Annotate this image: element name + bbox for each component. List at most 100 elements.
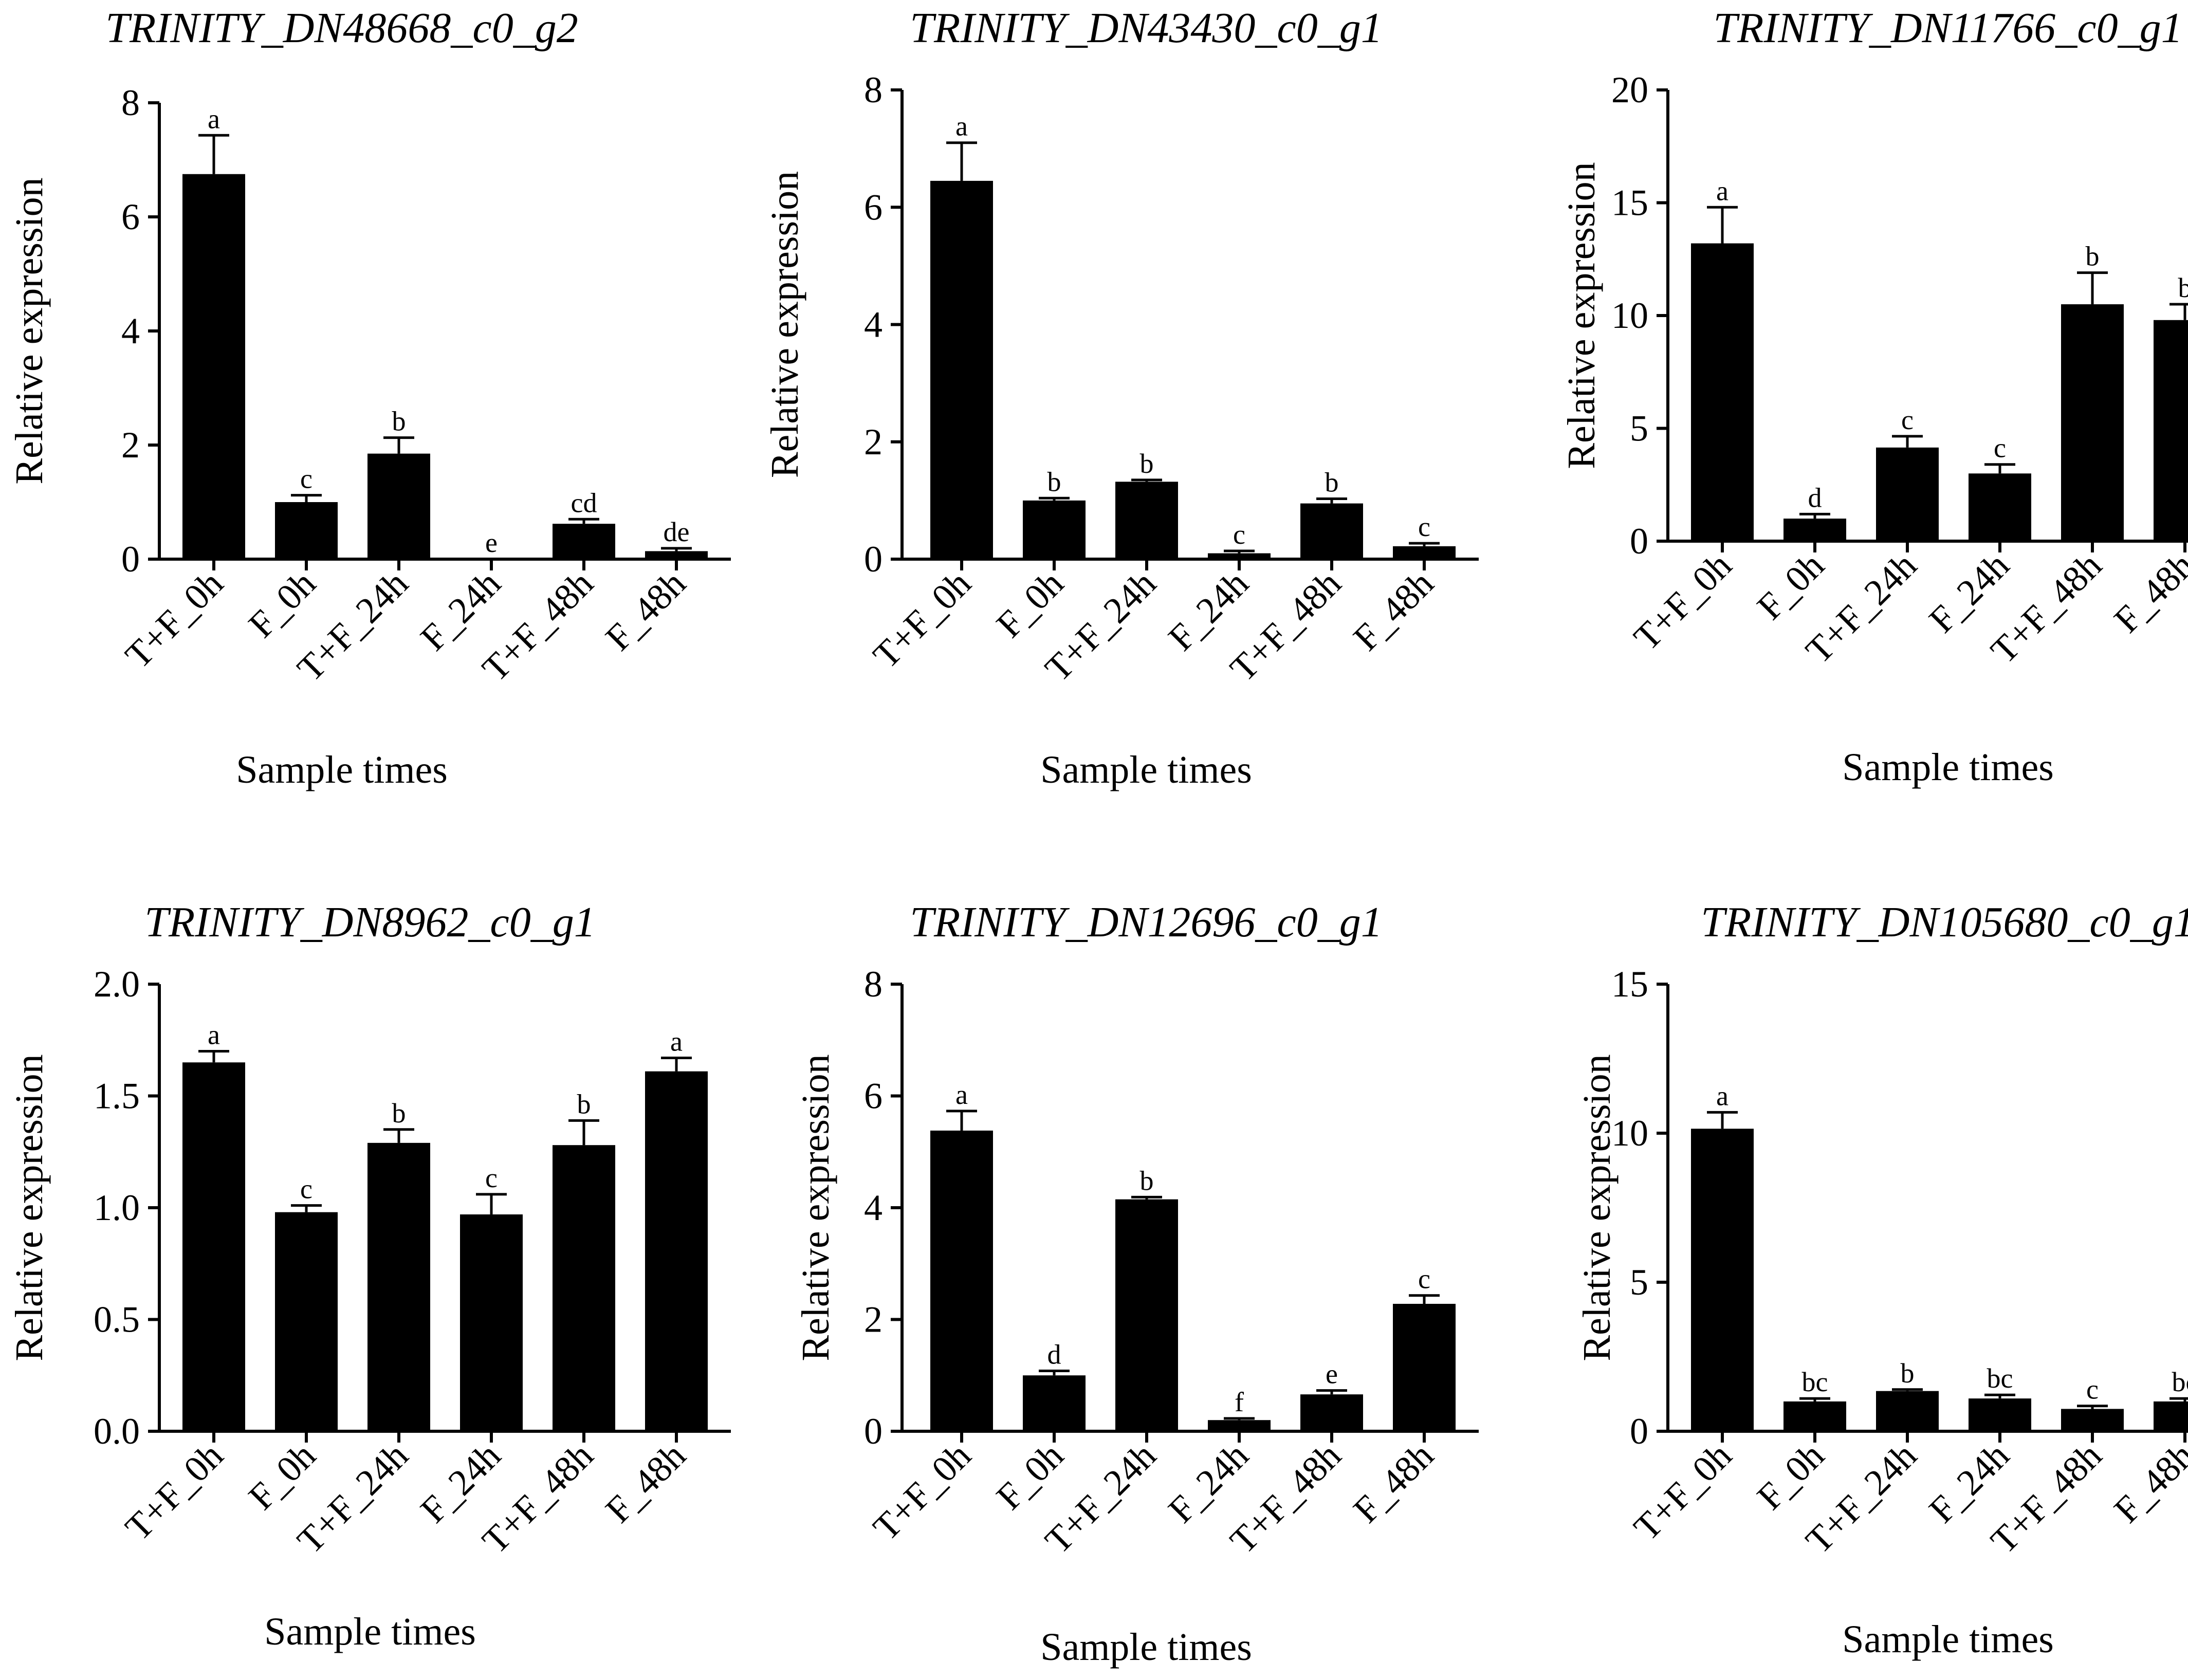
y-tick-label: 20 bbox=[1611, 69, 1648, 110]
significance-letter: b bbox=[392, 1098, 406, 1129]
y-tick-label: 6 bbox=[864, 187, 882, 228]
y-tick-label: 5 bbox=[1630, 408, 1648, 449]
y-axis-label: Relative expression bbox=[8, 177, 51, 484]
bar-F_24h bbox=[460, 558, 523, 559]
y-tick-label: 0 bbox=[121, 539, 140, 580]
bar-T+F_48h bbox=[1300, 1394, 1363, 1431]
significance-letter: c bbox=[300, 1174, 312, 1205]
x-tick-label: F_0h bbox=[241, 1435, 323, 1518]
bar-F_24h bbox=[1208, 1420, 1271, 1431]
bar-F_48h bbox=[645, 551, 708, 559]
y-tick-label: 4 bbox=[121, 310, 140, 352]
bar-T+F_24h bbox=[1876, 447, 1939, 541]
significance-letter: c bbox=[2086, 1374, 2099, 1405]
y-axis-label: Relative expression bbox=[1560, 162, 1603, 469]
y-tick-label: 1.0 bbox=[94, 1187, 140, 1228]
significance-letter: e bbox=[1326, 1359, 1338, 1390]
x-tick-label: F_48h bbox=[2106, 1435, 2188, 1531]
chart-panel-5: TRINITY_DN12696_c0_g1 0 2 4 6 8 Relative expre… bbox=[794, 898, 1479, 1669]
bar-T+F_24h bbox=[1115, 482, 1178, 559]
x-axis-label: Sample times bbox=[1842, 1618, 2054, 1661]
bar-F_24h bbox=[1969, 473, 2031, 541]
significance-letter: a bbox=[208, 1020, 220, 1050]
chart-panel-1: TRINITY_DN48668_c0_g2 0 2 4 6 8 Relative expre… bbox=[8, 4, 731, 791]
bar-F_48h bbox=[2154, 1401, 2188, 1431]
bar-T+F_0h bbox=[930, 180, 993, 559]
x-axis-label: Sample times bbox=[1842, 746, 2054, 789]
bar-T+F_0h bbox=[1691, 1129, 1754, 1431]
chart-panel-6: TRINITY_DN105680_c0_g1 0 5 10 15 Relative exp… bbox=[1575, 898, 2188, 1661]
bar-T+F_48h bbox=[553, 524, 615, 559]
bar-T+F_48h bbox=[2061, 304, 2124, 541]
bar-F_24h bbox=[460, 1214, 523, 1431]
bar-F_48h bbox=[645, 1071, 708, 1431]
bar-T+F_24h bbox=[367, 1142, 430, 1431]
significance-letter: c bbox=[1994, 433, 2006, 464]
y-tick-label: 8 bbox=[864, 964, 882, 1005]
y-tick-label: 4 bbox=[864, 1187, 882, 1228]
significance-letter: a bbox=[955, 111, 968, 142]
x-tick-label: F_0h bbox=[1749, 545, 1832, 627]
significance-letter: b bbox=[1325, 467, 1339, 497]
y-tick-label: 2.0 bbox=[94, 964, 140, 1005]
significance-letter: bc bbox=[1987, 1363, 2013, 1394]
significance-letter: b bbox=[1140, 1165, 1154, 1196]
significance-letter: b bbox=[1047, 466, 1061, 497]
bar-F_24h bbox=[1969, 1398, 2031, 1431]
x-tick-label: F_0h bbox=[241, 563, 323, 645]
significance-letter: c bbox=[1418, 1264, 1430, 1295]
y-tick-label: 5 bbox=[1630, 1262, 1648, 1303]
significance-letter: b bbox=[2178, 272, 2188, 303]
chart-panel-4: TRINITY_DN8962_c0_g1 0.0 0.5 1.0 1.5 2.0 Relat… bbox=[8, 898, 731, 1653]
chart-panel-3: TRINITY_DN11766_c0_g1 0 5 10 15 20 Relative ex… bbox=[1560, 4, 2188, 789]
y-axis-label: Relative expression bbox=[763, 171, 806, 478]
x-tick-label: F_0h bbox=[988, 1435, 1071, 1518]
x-tick-label: F_0h bbox=[988, 563, 1071, 645]
bar-T+F_48h bbox=[1300, 503, 1363, 559]
y-tick-label: 0 bbox=[864, 1411, 882, 1452]
y-axis-label: Relative expression bbox=[8, 1054, 51, 1361]
bar-F_24h bbox=[1208, 553, 1271, 559]
x-tick-label: F_48h bbox=[1346, 563, 1442, 659]
significance-letter: bc bbox=[2172, 1367, 2188, 1397]
y-tick-label: 8 bbox=[864, 69, 882, 110]
chart-title: TRINITY_DN105680_c0_g1 bbox=[1701, 898, 2188, 946]
y-tick-label: 4 bbox=[864, 304, 882, 345]
bar-F_0h bbox=[1784, 519, 1846, 541]
y-tick-label: 0 bbox=[1630, 1411, 1648, 1452]
y-tick-label: 0.5 bbox=[94, 1299, 140, 1340]
chart-title: TRINITY_DN43430_c0_g1 bbox=[910, 4, 1382, 52]
chart-title: TRINITY_DN48668_c0_g2 bbox=[105, 4, 578, 52]
x-tick-label: F_48h bbox=[598, 563, 694, 659]
significance-letter: d bbox=[1047, 1339, 1061, 1370]
bar-T+F_0h bbox=[182, 1062, 245, 1431]
bar-F_0h bbox=[1784, 1401, 1846, 1431]
significance-letter: c bbox=[1901, 404, 1914, 435]
bar-F_0h bbox=[275, 1212, 338, 1431]
significance-letter: a bbox=[955, 1079, 968, 1110]
y-tick-label: 15 bbox=[1611, 964, 1648, 1005]
x-tick-label: F_48h bbox=[2106, 545, 2188, 641]
chart-title: TRINITY_DN12696_c0_g1 bbox=[910, 898, 1382, 946]
significance-letter: c bbox=[1418, 511, 1430, 542]
y-tick-label: 10 bbox=[1611, 1113, 1648, 1154]
significance-letter: a bbox=[1716, 175, 1729, 206]
bar-F_48h bbox=[1393, 546, 1456, 559]
significance-letter: cd bbox=[571, 487, 597, 518]
bar-T+F_24h bbox=[1876, 1391, 1939, 1431]
bar-F_0h bbox=[275, 502, 338, 559]
significance-letter: b bbox=[1901, 1358, 1915, 1389]
y-axis-label: Relative expression bbox=[1575, 1054, 1619, 1361]
bar-T+F_48h bbox=[2061, 1409, 2124, 1431]
y-axis-label: Relative expression bbox=[794, 1054, 837, 1361]
significance-letter: c bbox=[1233, 519, 1245, 550]
significance-letter: a bbox=[208, 103, 220, 134]
y-tick-label: 8 bbox=[121, 82, 140, 123]
significance-letter: a bbox=[670, 1026, 683, 1057]
x-tick-label: F_48h bbox=[598, 1435, 694, 1531]
y-tick-label: 0 bbox=[1630, 521, 1648, 562]
bar-T+F_24h bbox=[1115, 1199, 1178, 1431]
x-axis-label: Sample times bbox=[236, 748, 448, 791]
bar-F_48h bbox=[1393, 1304, 1456, 1431]
